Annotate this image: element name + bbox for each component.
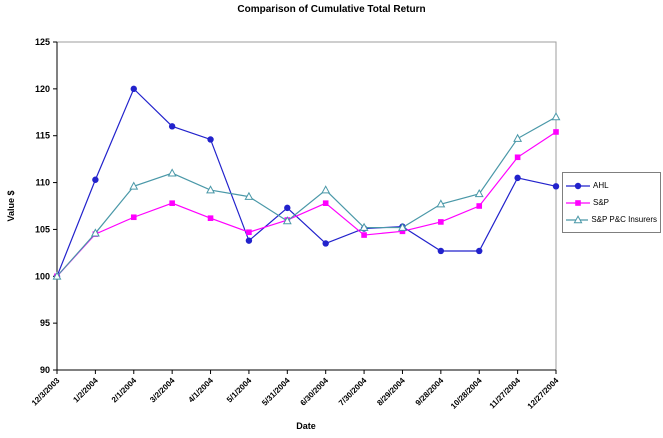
data-point — [573, 214, 583, 223]
legend-marker — [566, 182, 590, 189]
data-point — [322, 240, 329, 247]
data-point — [321, 185, 331, 194]
data-point — [130, 214, 137, 221]
data-point — [474, 188, 484, 198]
data-point — [207, 136, 214, 143]
data-point — [513, 133, 523, 142]
data-point — [574, 182, 582, 189]
x-tick-label: 8/29/2004 — [375, 376, 407, 408]
x-tick-label: 11/27/2004 — [488, 376, 523, 411]
data-point — [169, 200, 175, 206]
data-point — [52, 271, 62, 280]
chart-title: Comparison of Cumulative Total Return — [237, 4, 426, 15]
data-point — [92, 176, 99, 183]
data-point — [90, 228, 100, 237]
data-point — [575, 199, 581, 206]
data-point — [551, 112, 561, 121]
y-tick-label: 105 — [35, 224, 50, 234]
x-tick-label: 6/30/2004 — [299, 376, 331, 408]
data-point — [207, 215, 214, 221]
data-point — [476, 247, 483, 255]
y-tick-label: 125 — [35, 37, 50, 47]
y-tick-label: 115 — [35, 131, 50, 141]
data-point — [167, 168, 177, 177]
legend-item: S&P — [566, 194, 657, 211]
legend-label: S&P — [593, 198, 610, 207]
data-point — [245, 237, 253, 244]
legend-label: S&P P&C Insurers — [591, 215, 657, 224]
data-point — [206, 185, 215, 194]
y-tick-label: 120 — [35, 84, 50, 94]
x-tick-label: 7/30/2004 — [337, 376, 369, 408]
x-tick-label: 5/1/2004 — [225, 376, 254, 405]
legend-marker — [566, 199, 590, 206]
x-tick-label: 3/2/2004 — [148, 376, 177, 405]
data-point — [361, 232, 367, 238]
data-point — [244, 191, 254, 200]
data-point — [514, 174, 521, 182]
data-point — [438, 219, 444, 225]
y-axis-title: Value $ — [6, 190, 16, 221]
data-point — [246, 229, 252, 236]
data-point — [129, 181, 139, 190]
data-point — [130, 85, 137, 93]
series-line — [56, 87, 557, 277]
data-point — [552, 183, 560, 190]
x-tick-label: 9/28/2004 — [414, 376, 446, 408]
x-tick-label: 12/27/2004 — [526, 376, 561, 411]
data-point — [514, 154, 521, 161]
data-point — [436, 199, 446, 208]
legend-item: S&P P&C Insurers — [566, 211, 657, 228]
legend-marker — [566, 214, 589, 223]
data-point — [168, 123, 176, 130]
series-line — [56, 131, 557, 277]
data-point — [284, 204, 291, 212]
x-tick-label: 10/28/2004 — [449, 376, 484, 411]
x-tick-label: 2/1/2004 — [110, 376, 139, 405]
data-point — [399, 228, 406, 235]
legend: AHL S&P S&P P&C Insurers — [562, 172, 661, 233]
y-tick-label: 95 — [40, 318, 50, 328]
y-tick-label: 100 — [35, 271, 50, 281]
x-tick-label: 5/31/2004 — [260, 376, 292, 408]
data-point — [322, 200, 329, 206]
x-axis-title: Date — [296, 421, 316, 431]
legend-item: AHL — [566, 177, 657, 194]
y-tick-label: 90 — [40, 365, 50, 375]
legend-label: AHL — [593, 181, 609, 190]
data-point — [553, 129, 559, 135]
data-point — [476, 203, 483, 209]
data-point — [359, 222, 369, 231]
x-tick-label: 1/2/2004 — [71, 376, 100, 405]
data-point — [282, 216, 292, 225]
data-point — [398, 222, 407, 231]
data-point — [437, 247, 445, 255]
x-tick-label: 4/1/2004 — [187, 376, 216, 405]
x-tick-label: 12/3/2003 — [30, 376, 62, 408]
y-tick-label: 110 — [35, 178, 50, 188]
series-line — [56, 116, 557, 277]
